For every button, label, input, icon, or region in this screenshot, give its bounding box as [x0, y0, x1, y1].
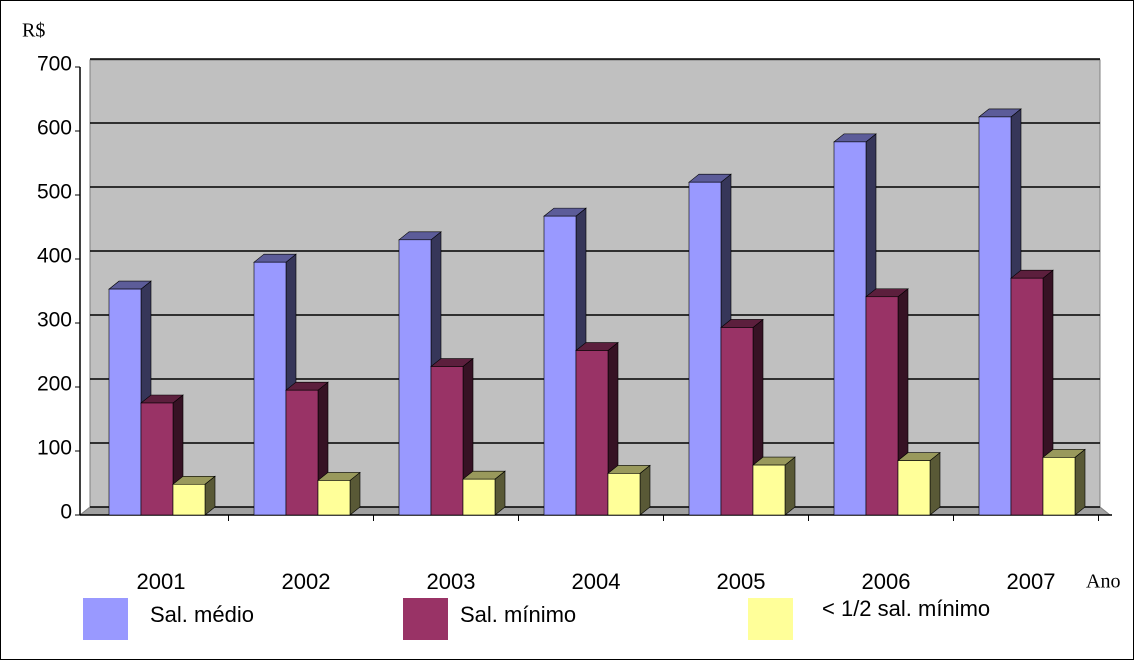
bar — [1010, 277, 1044, 516]
y-tick-label: 300 — [37, 309, 72, 332]
y-tick-label: 600 — [37, 117, 72, 140]
x-tick-label: 2004 — [572, 569, 621, 594]
y-tick-label: 500 — [37, 181, 72, 204]
bar-side — [1074, 448, 1086, 516]
x-tick-label: 2006 — [862, 569, 911, 594]
x-tick-label: 2002 — [282, 569, 331, 594]
bar — [108, 288, 142, 516]
bar — [897, 460, 931, 516]
bar — [462, 478, 496, 516]
y-tick-label: 400 — [37, 245, 72, 268]
bar — [140, 402, 174, 516]
y-tick-label: 100 — [37, 437, 72, 460]
bar — [430, 366, 464, 516]
x-tick-label: 2001 — [137, 569, 186, 594]
bar — [720, 327, 754, 516]
legend-label: < 1/2 sal. mínimo — [822, 596, 990, 621]
bar — [575, 350, 609, 516]
bar — [317, 480, 351, 516]
y-tick-label: 0 — [60, 501, 72, 524]
bar-side — [929, 451, 941, 516]
bar — [1042, 457, 1076, 516]
legend-label: Sal. médio — [150, 602, 254, 627]
y-axis-label: R$ — [22, 20, 45, 42]
bar — [398, 239, 432, 516]
bar — [978, 116, 1012, 516]
x-tick-label: 2003 — [427, 569, 476, 594]
legend-swatch — [748, 598, 793, 640]
legend-label: Sal. mínimo — [460, 602, 576, 627]
bar — [285, 389, 319, 516]
bar — [543, 215, 577, 516]
bar — [865, 296, 899, 516]
x-tick-label: 2007 — [1007, 569, 1056, 594]
bar — [607, 473, 641, 516]
y-tick-label: 200 — [37, 373, 72, 396]
bar-side — [639, 464, 651, 516]
x-axis-label: Ano — [1086, 571, 1120, 593]
legend-swatch — [403, 598, 448, 640]
bar — [172, 483, 206, 516]
y-tick-label: 700 — [37, 53, 72, 76]
bar-side — [784, 456, 796, 516]
bar — [688, 181, 722, 516]
bar — [253, 261, 287, 516]
x-tick-label: 2005 — [717, 569, 766, 594]
legend-swatch — [83, 598, 128, 640]
bar — [833, 141, 867, 516]
bar — [752, 464, 786, 516]
